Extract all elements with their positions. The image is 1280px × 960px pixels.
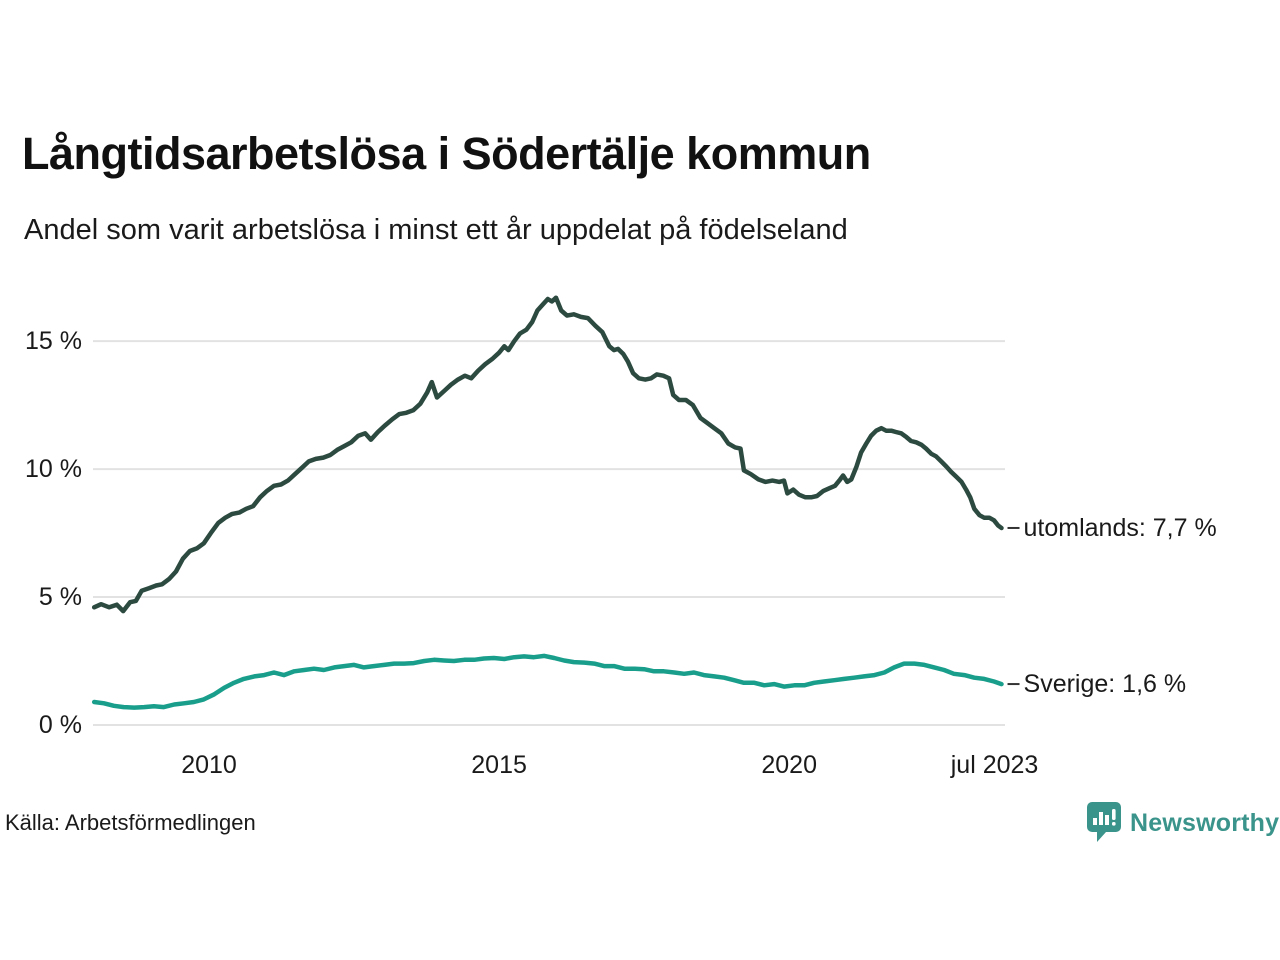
newsworthy-logo-icon [1087, 802, 1121, 842]
source-note: Källa: Arbetsförmedlingen [5, 810, 256, 835]
x-axis-label: jul 2023 [950, 751, 1039, 779]
series-end-label-utomlands: utomlands: 7,7 % [1023, 513, 1217, 542]
brand-lockup: Newsworthy [1086, 800, 1279, 846]
chart-title: Långtidsarbetslösa i Södertälje kommun [22, 128, 871, 179]
brand-name: Newsworthy [1130, 808, 1280, 837]
y-axis-label: 0 % [38, 711, 82, 739]
x-axis-label: 2010 [181, 751, 237, 779]
y-axis-label: 5 % [38, 583, 82, 612]
y-axis-label: 15 % [25, 327, 82, 356]
chart-subtitle: Andel som varit arbetslösa i minst ett å… [24, 214, 848, 246]
line-utomlands [91, 295, 1004, 614]
x-axis-label: 2015 [471, 751, 527, 779]
x-axis-label: 2020 [761, 751, 817, 779]
y-axis-label: 10 % [25, 455, 82, 484]
line-sverige [91, 653, 1004, 710]
series-end-label-sverige: Sverige: 1,6 % [1023, 670, 1187, 699]
